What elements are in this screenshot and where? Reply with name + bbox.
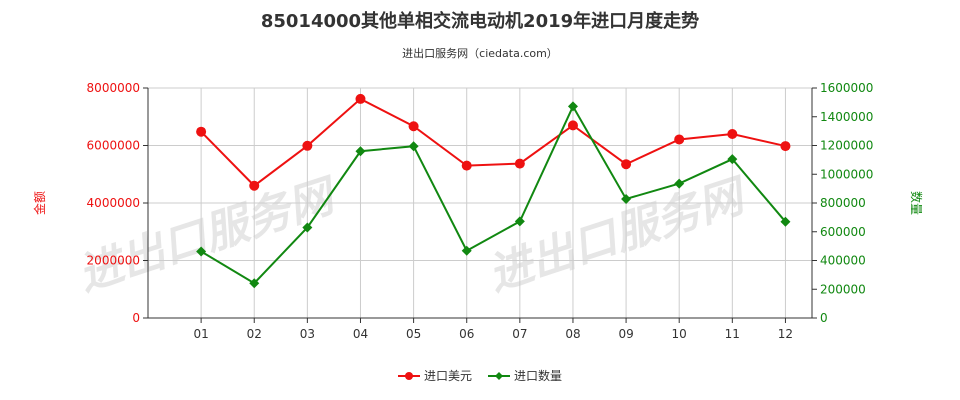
left-tick-label: 4000000	[87, 196, 140, 210]
value-data-point	[355, 93, 366, 104]
x-tick-label: 07	[512, 327, 527, 341]
right-tick-label: 400000	[820, 254, 866, 268]
legend-marker	[405, 372, 413, 380]
x-tick-label: 06	[459, 327, 474, 341]
value-data-point	[249, 180, 260, 191]
quantity-data-point	[408, 141, 419, 152]
x-tick-label: 12	[778, 327, 793, 341]
right-tick-label: 0	[820, 311, 828, 325]
value-data-point	[727, 129, 738, 139]
x-tick-label: 08	[565, 327, 580, 341]
chart-subtitle: 进出口服务网（ciedata.com）	[402, 46, 558, 60]
left-axis-title: 金额	[32, 191, 47, 215]
x-tick-label: 04	[353, 327, 368, 341]
quantity-series-line	[200, 104, 787, 285]
right-tick-label: 1600000	[820, 81, 873, 95]
quantity-data-point	[780, 216, 791, 227]
value-data-point	[302, 140, 313, 151]
quantity-data-point	[461, 245, 472, 256]
right-tick-label: 1200000	[820, 139, 873, 153]
value-data-point	[567, 120, 578, 131]
x-tick-label: 02	[247, 327, 262, 341]
value-data-point	[621, 159, 632, 170]
right-tick-label: 200000	[820, 282, 866, 296]
axes: 0 2000000 4000000 6000000 8000000 0 200000 4000…	[87, 81, 874, 341]
left-tick-label: 2000000	[87, 254, 140, 268]
value-data-point	[674, 134, 685, 145]
value-data-point	[461, 160, 472, 171]
left-tick-label: 8000000	[87, 81, 140, 95]
legend-label: 进口美元	[424, 369, 472, 383]
quantity-data-point	[621, 193, 632, 204]
value-series-line	[200, 97, 786, 188]
right-tick-label: 800000	[820, 196, 866, 210]
series	[196, 93, 791, 289]
quantity-data-point	[567, 101, 578, 112]
chart-title: 85014000其他单相交流电动机2019年进口月度走势	[261, 10, 699, 32]
left-tick-label: 0	[132, 311, 140, 325]
quantity-data-point	[674, 178, 685, 189]
quantity-data-point	[196, 246, 207, 257]
right-axis-title: 数量	[909, 191, 924, 215]
legend: 进口美元 进口数量	[398, 368, 562, 383]
quantity-data-point	[249, 278, 260, 289]
x-tick-label: 09	[618, 327, 633, 341]
legend-marker	[495, 372, 503, 380]
quantity-data-point	[355, 146, 366, 157]
x-tick-label: 03	[300, 327, 315, 341]
legend-label: 进口数量	[514, 368, 562, 383]
value-data-point	[196, 126, 207, 137]
value-data-point	[514, 158, 525, 169]
left-tick-label: 6000000	[87, 139, 140, 153]
x-tick-label: 11	[725, 327, 740, 341]
value-data-point	[408, 121, 419, 132]
quantity-data-point	[514, 216, 525, 227]
right-tick-label: 1000000	[820, 167, 873, 181]
right-tick-label: 1400000	[820, 110, 873, 124]
x-tick-label: 01	[193, 327, 208, 341]
x-tick-label: 05	[406, 327, 421, 341]
grid-lines	[148, 87, 812, 319]
watermark-text: 进出口服务网	[72, 169, 345, 301]
right-tick-label: 600000	[820, 225, 866, 239]
watermark-text: 进出口服务网	[482, 169, 755, 301]
quantity-data-point	[727, 154, 738, 165]
quantity-data-point	[302, 222, 313, 233]
value-data-point	[780, 141, 791, 152]
x-tick-label: 10	[672, 327, 687, 341]
